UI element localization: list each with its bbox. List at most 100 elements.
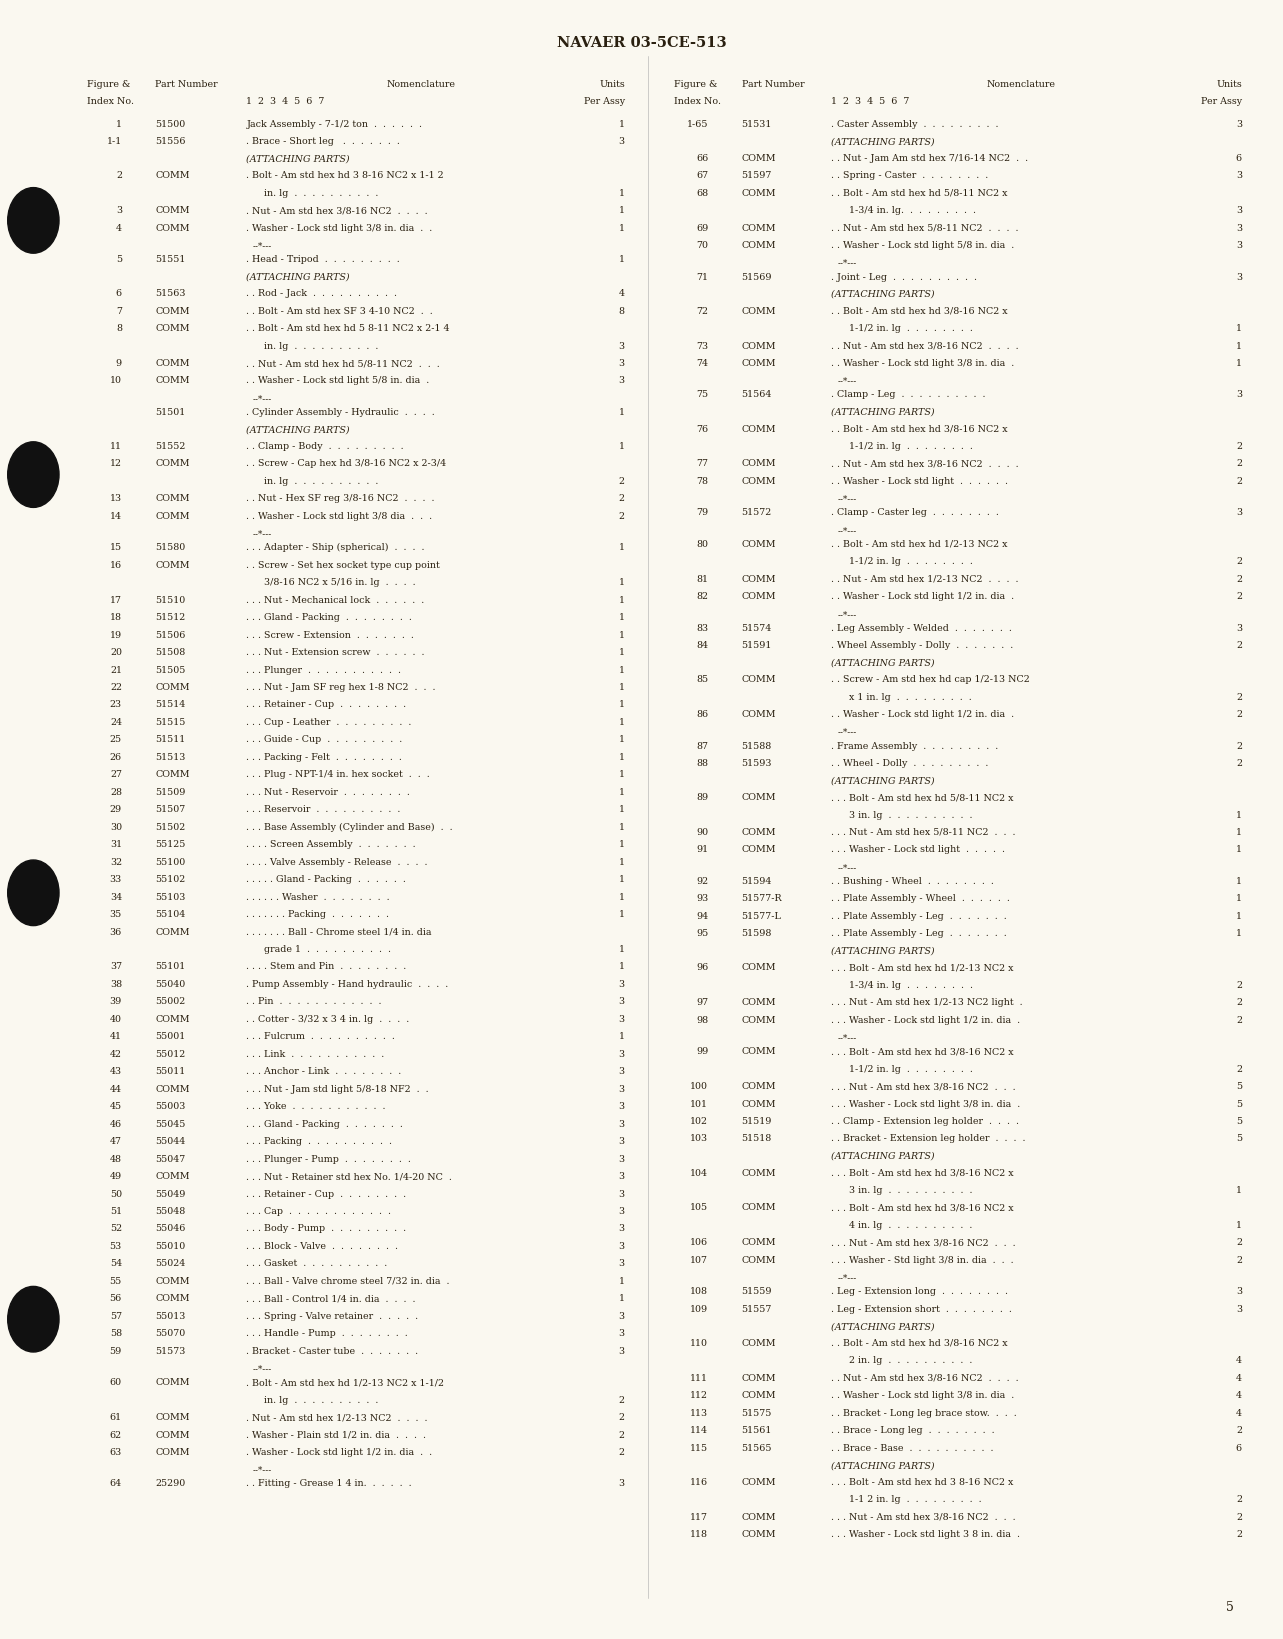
Text: 1: 1 [115,120,122,128]
Text: 1: 1 [618,752,625,762]
Text: 3: 3 [618,341,625,351]
Text: 27: 27 [110,770,122,779]
Text: COMM: COMM [742,1015,776,1024]
Text: 69: 69 [695,223,708,233]
Text: 104: 104 [690,1169,708,1177]
Text: 55011: 55011 [155,1067,186,1075]
Text: COMM: COMM [155,928,190,936]
Text: 2: 2 [1236,741,1242,751]
Text: . Leg - Extension short  .  .  .  .  .  .  .  .: . Leg - Extension short . . . . . . . . [831,1305,1012,1313]
Text: . . . Retainer - Cup  .  .  .  .  .  .  .  .: . . . Retainer - Cup . . . . . . . . [246,1188,407,1198]
Text: 51508: 51508 [155,647,186,657]
Text: 55: 55 [109,1277,122,1285]
Text: 2: 2 [1236,998,1242,1006]
Text: COMM: COMM [155,325,190,333]
Text: Figure &: Figure & [674,80,717,89]
Text: . . . Gland - Packing  .  .  .  .  .  .  .: . . . Gland - Packing . . . . . . . [246,1119,403,1128]
Text: 1: 1 [1236,846,1242,854]
Text: . . . Plug - NPT-1/4 in. hex socket  .  .  .: . . . Plug - NPT-1/4 in. hex socket . . … [246,770,430,779]
Text: 51515: 51515 [155,718,186,726]
Text: . . Screw - Set hex socket type cup point: . . Screw - Set hex socket type cup poin… [246,561,440,569]
Text: 1: 1 [618,910,625,918]
Text: 90: 90 [697,828,708,836]
Text: 51518: 51518 [742,1134,772,1142]
Text: . . . Plunger - Pump  .  .  .  .  .  .  .  .: . . . Plunger - Pump . . . . . . . . [246,1154,412,1164]
Text: Nomenclature: Nomenclature [987,80,1056,89]
Text: 2: 2 [618,477,625,485]
Text: COMM: COMM [155,1277,190,1285]
Text: . . . Cap  .  .  .  .  .  .  .  .  .  .  .  .: . . . Cap . . . . . . . . . . . . [246,1206,391,1214]
Text: COMM: COMM [155,770,190,779]
Text: . . Plate Assembly - Wheel  .  .  .  .  .  .: . . Plate Assembly - Wheel . . . . . . [831,893,1010,903]
Text: . . Washer - Lock std light 1/2 in. dia  .: . . Washer - Lock std light 1/2 in. dia … [831,710,1015,718]
Text: . . . Bolt - Am std hex hd 5/8-11 NC2 x: . . . Bolt - Am std hex hd 5/8-11 NC2 x [831,793,1014,801]
Text: 67: 67 [697,170,708,180]
Text: COMM: COMM [742,1082,776,1090]
Text: . Bolt - Am std hex hd 1/2-13 NC2 x 1-1/2: . Bolt - Am std hex hd 1/2-13 NC2 x 1-1/… [246,1377,444,1387]
Text: Jack Assembly - 7-1/2 ton  .  .  .  .  .  .: Jack Assembly - 7-1/2 ton . . . . . . [246,120,422,128]
Text: 1: 1 [618,1031,625,1041]
Text: 3: 3 [618,1083,625,1093]
Text: --*---: --*--- [838,1033,857,1041]
Text: 1: 1 [618,944,625,954]
Text: . Nut - Am std hex 3/8-16 NC2  .  .  .  .: . Nut - Am std hex 3/8-16 NC2 . . . . [246,207,429,215]
Text: Units: Units [1216,80,1242,89]
Text: 1: 1 [1236,911,1242,919]
Text: . Clamp - Caster leg  .  .  .  .  .  .  .  .: . Clamp - Caster leg . . . . . . . . [831,508,999,516]
Text: 2: 2 [1236,692,1242,701]
Text: 74: 74 [697,359,708,367]
Text: 91: 91 [697,846,708,854]
Text: 2: 2 [1236,759,1242,767]
Text: 3: 3 [618,1259,625,1267]
Text: 55125: 55125 [155,839,186,849]
Text: . . Plate Assembly - Leg  .  .  .  .  .  .  .: . . Plate Assembly - Leg . . . . . . . [831,929,1007,938]
Text: 1: 1 [618,613,625,621]
Text: . Pump Assembly - Hand hydraulic  .  .  .  .: . Pump Assembly - Hand hydraulic . . . . [246,980,449,988]
Text: 1: 1 [1236,341,1242,351]
Text: 24: 24 [110,718,122,726]
Text: 1: 1 [618,734,625,744]
Text: 1-1/2 in. lg  .  .  .  .  .  .  .  .: 1-1/2 in. lg . . . . . . . . [831,325,974,333]
Text: 1: 1 [618,823,625,831]
Text: 1: 1 [618,595,625,605]
Text: . . Screw - Cap hex hd 3/8-16 NC2 x 2-3/4: . . Screw - Cap hex hd 3/8-16 NC2 x 2-3/… [246,459,446,469]
Text: 55003: 55003 [155,1101,186,1111]
Text: 2: 2 [618,1429,625,1439]
Text: 52: 52 [110,1224,122,1233]
Text: . . Nut - Am std hex 3/8-16 NC2  .  .  .  .: . . Nut - Am std hex 3/8-16 NC2 . . . . [831,459,1019,469]
Text: 111: 111 [690,1373,708,1382]
Text: 66: 66 [695,154,708,162]
Text: --*---: --*--- [838,1272,857,1282]
Text: 51519: 51519 [742,1116,772,1126]
Text: COMM: COMM [742,1203,776,1211]
Text: 2: 2 [1236,641,1242,649]
Text: 2: 2 [618,493,625,503]
Text: 51501: 51501 [155,408,186,416]
Text: 3: 3 [618,1188,625,1198]
Text: 55048: 55048 [155,1206,186,1214]
Text: 51565: 51565 [742,1442,772,1452]
Text: 15: 15 [110,543,122,552]
Text: 55102: 55102 [155,875,186,883]
Text: 51563: 51563 [155,288,186,298]
Text: --*---: --*--- [838,610,857,618]
Text: 51573: 51573 [155,1346,186,1355]
Text: 1: 1 [1236,325,1242,333]
Text: . . . Screw - Extension  .  .  .  .  .  .  .: . . . Screw - Extension . . . . . . . [246,631,414,639]
Text: COMM: COMM [742,675,776,683]
Text: 55070: 55070 [155,1329,186,1337]
Text: 53: 53 [109,1241,122,1251]
Text: 73: 73 [697,341,708,351]
Text: . . . Nut - Am std hex 3/8-16 NC2  .  .  .: . . . Nut - Am std hex 3/8-16 NC2 . . . [831,1082,1016,1090]
Text: 3: 3 [618,1224,625,1233]
Text: 1: 1 [618,665,625,674]
Text: 1: 1 [618,188,625,198]
Text: 3: 3 [618,997,625,1006]
Text: --*---: --*--- [253,529,272,538]
Text: 37: 37 [110,962,122,970]
Text: . . . . . Gland - Packing  .  .  .  .  .  .: . . . . . Gland - Packing . . . . . . [246,875,407,883]
Text: . . Spring - Caster  .  .  .  .  .  .  .  .: . . Spring - Caster . . . . . . . . [831,170,989,180]
Text: COMM: COMM [155,1293,190,1303]
Text: . . . Gasket  .  .  .  .  .  .  .  .  .  .: . . . Gasket . . . . . . . . . . [246,1259,387,1267]
Text: (ATTACHING PARTS): (ATTACHING PARTS) [831,1321,935,1331]
